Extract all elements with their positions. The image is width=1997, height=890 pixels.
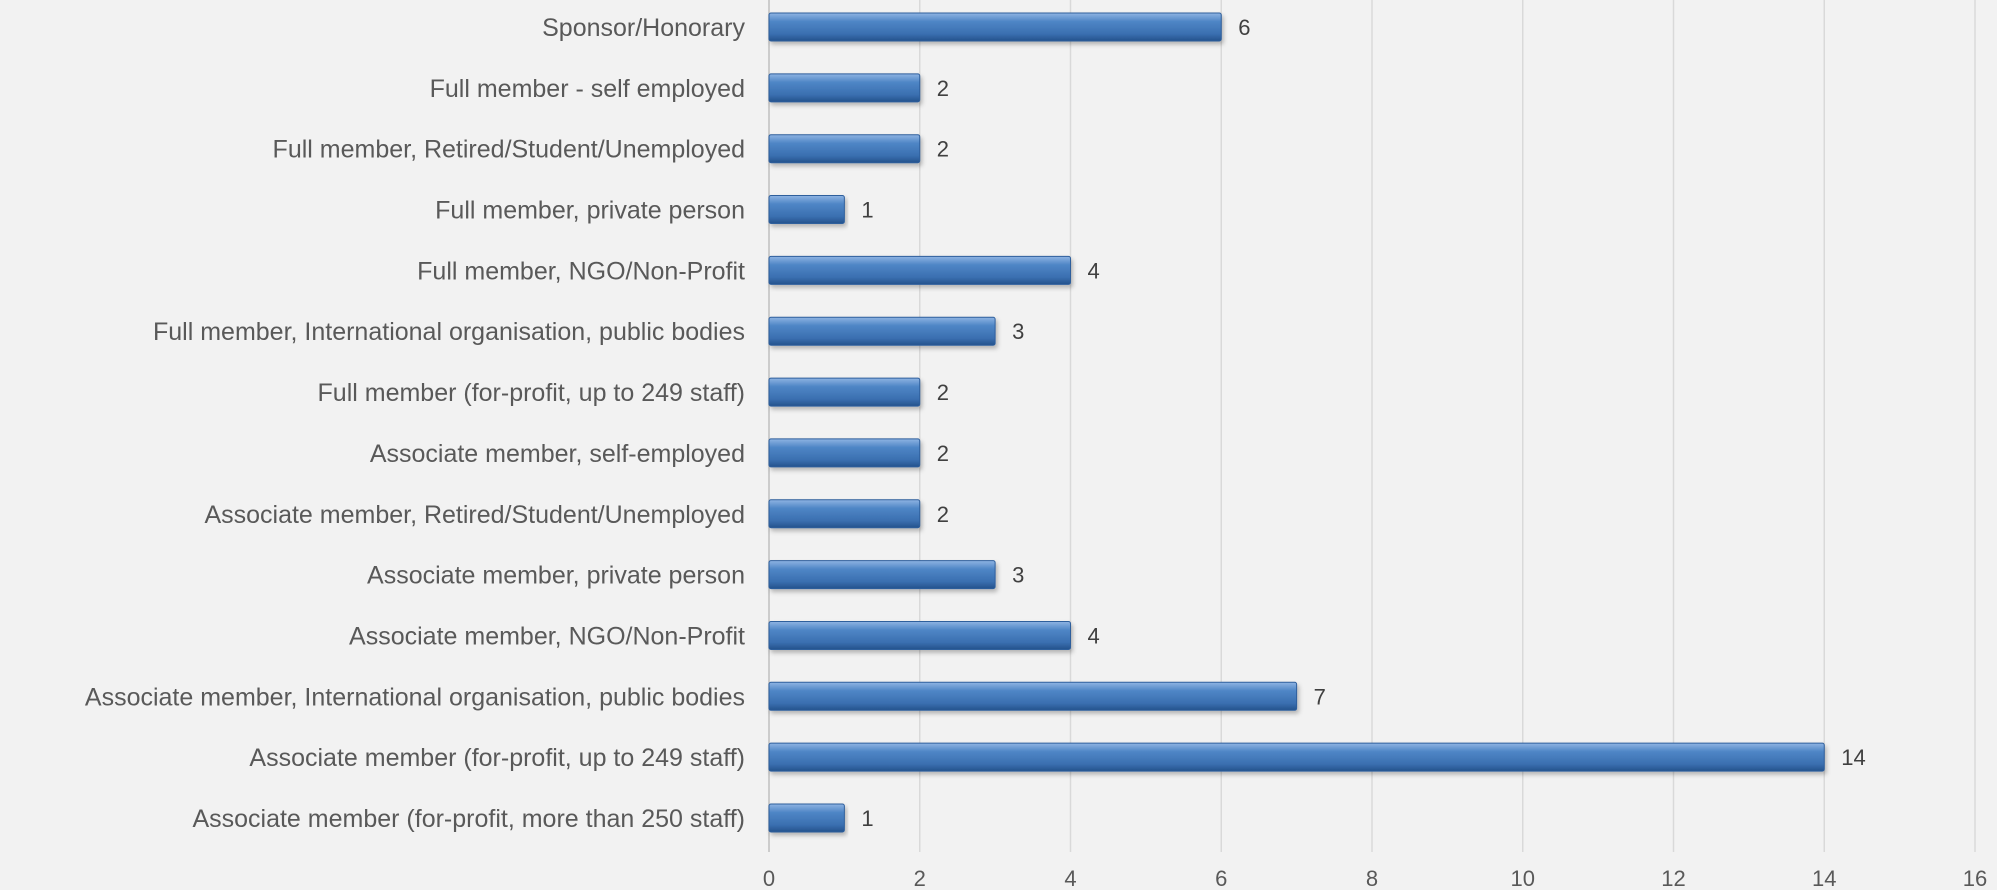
data-label: 2 xyxy=(937,76,949,101)
data-label: 1 xyxy=(861,806,873,831)
category-label: Full member, International organisation,… xyxy=(153,318,745,346)
category-label: Full member, Retired/Student/Unemployed xyxy=(273,136,745,164)
x-axis-ticks: 0 2 4 6 8 10 12 14 16 xyxy=(763,866,1987,890)
category-label: Associate member, Retired/Student/Unempl… xyxy=(204,501,745,529)
category-label: Associate member, International organisa… xyxy=(85,683,745,711)
bar xyxy=(768,12,1222,42)
bar xyxy=(768,255,1071,285)
gridlines xyxy=(768,0,1976,852)
bars xyxy=(768,12,1825,833)
bar xyxy=(768,377,921,407)
bar xyxy=(768,134,921,164)
data-label: 3 xyxy=(1012,319,1024,344)
x-tick-label: 4 xyxy=(1064,866,1076,890)
data-label: 2 xyxy=(937,137,949,162)
x-tick-label: 16 xyxy=(1963,866,1987,890)
bar xyxy=(768,742,1825,772)
x-tick-label: 12 xyxy=(1661,866,1685,890)
x-tick-label: 6 xyxy=(1215,866,1227,890)
bar xyxy=(768,560,996,590)
x-tick-label: 10 xyxy=(1511,866,1535,890)
bar xyxy=(768,195,845,225)
x-tick-label: 2 xyxy=(914,866,926,890)
data-label: 2 xyxy=(937,441,949,466)
x-tick-label: 0 xyxy=(763,866,775,890)
category-label: Associate member (for-profit, up to 249 … xyxy=(249,744,745,772)
bar xyxy=(768,438,921,468)
category-label: Full member, NGO/Non-Profit xyxy=(417,257,745,285)
category-label: Full member - self employed xyxy=(430,75,745,103)
data-label: 1 xyxy=(861,198,873,223)
bar xyxy=(768,316,996,346)
bar xyxy=(768,73,921,103)
category-label: Sponsor/Honorary xyxy=(542,14,745,42)
category-label: Associate member (for-profit, more than … xyxy=(192,805,745,833)
bar xyxy=(768,620,1071,650)
data-label: 2 xyxy=(937,502,949,527)
data-label: 4 xyxy=(1088,258,1100,283)
data-label: 6 xyxy=(1238,15,1250,40)
bar xyxy=(768,681,1298,711)
x-tick-label: 14 xyxy=(1812,866,1836,890)
data-label: 2 xyxy=(937,380,949,405)
category-labels: Sponsor/Honorary Full member - self emplo… xyxy=(85,14,746,833)
bar xyxy=(768,803,845,833)
category-label: Full member (for-profit, up to 249 staff… xyxy=(318,379,745,407)
data-label: 3 xyxy=(1012,563,1024,588)
category-label: Associate member, self-employed xyxy=(370,440,745,468)
x-tick-label: 8 xyxy=(1366,866,1378,890)
category-label: Full member, private person xyxy=(435,197,745,225)
category-label: Associate member, private person xyxy=(367,562,745,590)
data-label: 4 xyxy=(1088,623,1100,648)
data-label: 14 xyxy=(1841,745,1865,770)
category-label: Associate member, NGO/Non-Profit xyxy=(349,622,745,650)
bar xyxy=(768,499,921,529)
data-label: 7 xyxy=(1314,684,1326,709)
